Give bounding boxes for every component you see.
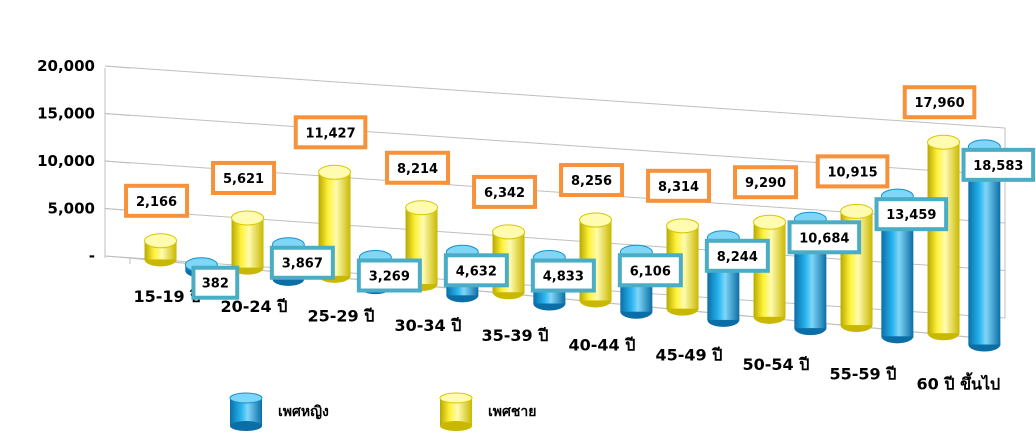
data-label-female-7: 10,684 <box>787 220 862 255</box>
data-label-male-2: 11,427 <box>293 115 368 150</box>
x-tick-label: 50-54 ปี <box>743 355 810 374</box>
y-tick-label: 20,000 <box>37 57 95 75</box>
svg-text:8,314: 8,314 <box>658 180 699 195</box>
svg-text:6,106: 6,106 <box>630 264 671 279</box>
svg-text:8,214: 8,214 <box>397 162 438 177</box>
svg-text:3,867: 3,867 <box>282 257 323 272</box>
svg-text:10,915: 10,915 <box>827 165 877 180</box>
data-label-male-3: 8,214 <box>385 150 451 185</box>
data-label-female-4: 4,833 <box>530 258 596 293</box>
x-tick-label: 20-24 ปี <box>221 297 288 316</box>
y-tick-label: 10,000 <box>37 152 95 170</box>
data-label-male-7: 9,290 <box>733 165 799 200</box>
svg-text:382: 382 <box>202 277 229 292</box>
x-tick-label: 60 ปี ขึ้นไป <box>917 371 1001 393</box>
x-tick-label: 15-19 ปี <box>134 287 201 306</box>
svg-text:8,244: 8,244 <box>717 250 758 265</box>
svg-text:6,342: 6,342 <box>484 186 525 201</box>
x-tick-label: 45-49 ปี <box>656 345 723 364</box>
y-tick-label: - <box>89 247 95 265</box>
y-tick-label: 5,000 <box>48 200 95 218</box>
legend-label-male: เพศชาย <box>488 404 537 420</box>
svg-text:17,960: 17,960 <box>914 96 964 111</box>
data-label-male-4: 6,342 <box>472 174 538 209</box>
legend-swatch-male <box>439 392 473 431</box>
y-tick-label: 15,000 <box>37 105 95 123</box>
gridline <box>104 65 1006 129</box>
data-labels: 2,166 382 5,621 3,867 11,427 3,269 8,214 4,632 6… <box>124 85 1036 300</box>
legend-label-female: เพศหญิง <box>278 404 329 420</box>
data-label-female-2: 3,269 <box>356 258 422 293</box>
y-axis-ticks: - 5,000 10,000 15,000 20,000 <box>37 57 95 265</box>
svg-text:11,427: 11,427 <box>305 126 355 141</box>
data-label-female-0: 382 <box>191 265 240 300</box>
svg-text:10,684: 10,684 <box>799 231 849 246</box>
svg-text:4,833: 4,833 <box>543 270 584 285</box>
data-label-male-1: 5,621 <box>211 160 277 195</box>
data-label-male-9: 17,960 <box>902 85 977 120</box>
x-tick-label: 25-29 ปี <box>308 307 375 326</box>
data-label-female-9: 18,583 <box>961 147 1036 182</box>
data-label-male-8: 10,915 <box>815 154 890 189</box>
bar-male-0 <box>144 233 178 267</box>
data-label-female-3: 4,632 <box>443 253 509 288</box>
bar-male-1 <box>231 210 265 275</box>
legend-item-male: เพศชาย <box>438 392 536 432</box>
data-label-female-1: 3,867 <box>269 245 335 280</box>
data-label-female-5: 6,106 <box>617 253 683 288</box>
legend-swatch-female <box>229 392 263 431</box>
x-tick-label: 35-39 ปี <box>482 326 549 345</box>
data-label-female-8: 13,459 <box>874 197 949 232</box>
x-tick-label: 55-59 ปี <box>830 365 897 384</box>
svg-text:2,166: 2,166 <box>136 195 177 210</box>
svg-text:18,583: 18,583 <box>973 159 1023 174</box>
svg-text:5,621: 5,621 <box>223 172 264 187</box>
svg-text:8,256: 8,256 <box>571 174 612 189</box>
legend-item-female: เพศหญิง <box>228 392 329 432</box>
x-tick-label: 40-44 ปี <box>569 336 636 355</box>
data-label-male-0: 2,166 <box>124 183 190 218</box>
x-axis-ticks: 15-19 ปี 20-24 ปี 25-29 ปี 30-34 ปี 35-39 ปี… <box>134 287 1001 393</box>
x-tick-label: 30-34 ปี <box>395 316 462 335</box>
data-label-male-5: 8,256 <box>559 163 625 198</box>
svg-text:9,290: 9,290 <box>745 176 786 191</box>
data-label-female-6: 8,244 <box>704 238 770 273</box>
bar-male-8 <box>840 203 874 333</box>
data-label-male-6: 8,314 <box>646 168 712 203</box>
svg-text:4,632: 4,632 <box>456 264 497 279</box>
svg-text:13,459: 13,459 <box>886 208 936 223</box>
svg-text:3,269: 3,269 <box>369 269 410 284</box>
bar-male-9 <box>927 134 961 341</box>
